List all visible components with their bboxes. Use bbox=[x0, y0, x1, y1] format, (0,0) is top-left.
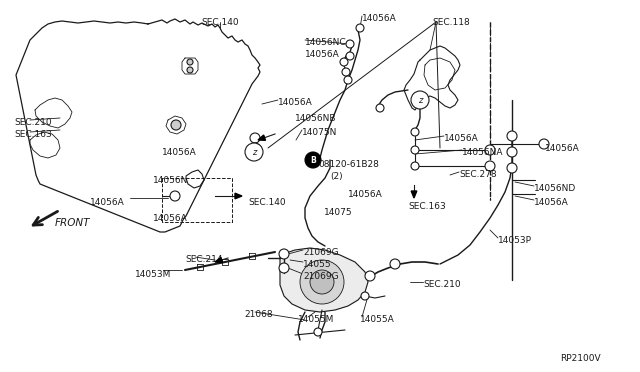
Circle shape bbox=[485, 145, 495, 155]
Circle shape bbox=[310, 270, 334, 294]
Text: 21069G: 21069G bbox=[303, 248, 339, 257]
Circle shape bbox=[171, 120, 181, 130]
Circle shape bbox=[344, 76, 352, 84]
Text: SEC.163: SEC.163 bbox=[14, 130, 52, 139]
Text: 14075: 14075 bbox=[324, 208, 353, 217]
Circle shape bbox=[356, 24, 364, 32]
Polygon shape bbox=[258, 135, 266, 140]
Text: 14056A: 14056A bbox=[278, 98, 313, 107]
Circle shape bbox=[507, 131, 517, 141]
Text: 14056NC: 14056NC bbox=[305, 38, 347, 47]
Text: SEC.118: SEC.118 bbox=[432, 18, 470, 27]
Text: 08120-61B28: 08120-61B28 bbox=[318, 160, 379, 169]
Text: 14056A: 14056A bbox=[305, 50, 340, 59]
Text: 14056NB: 14056NB bbox=[295, 114, 337, 123]
Text: 14053M: 14053M bbox=[135, 270, 172, 279]
Text: z: z bbox=[418, 96, 422, 105]
Text: SEC.214: SEC.214 bbox=[185, 255, 223, 264]
Text: SEC.140: SEC.140 bbox=[201, 18, 239, 27]
Text: z: z bbox=[252, 148, 256, 157]
Circle shape bbox=[507, 163, 517, 173]
Text: SEC.163: SEC.163 bbox=[408, 202, 445, 211]
Circle shape bbox=[250, 143, 260, 153]
Text: 14056A: 14056A bbox=[362, 14, 397, 23]
Circle shape bbox=[411, 146, 419, 154]
Text: 14053P: 14053P bbox=[498, 236, 532, 245]
Circle shape bbox=[314, 328, 322, 336]
Text: 14055A: 14055A bbox=[360, 315, 395, 324]
Text: 21069G: 21069G bbox=[303, 272, 339, 281]
Text: 14055M: 14055M bbox=[298, 315, 334, 324]
Circle shape bbox=[187, 67, 193, 73]
Text: 14055: 14055 bbox=[303, 260, 332, 269]
Circle shape bbox=[411, 128, 419, 136]
Text: 14056A: 14056A bbox=[534, 198, 569, 207]
Circle shape bbox=[170, 191, 180, 201]
Circle shape bbox=[340, 58, 348, 66]
Text: FRONT: FRONT bbox=[55, 218, 90, 228]
Text: 21068: 21068 bbox=[244, 310, 273, 319]
Polygon shape bbox=[411, 191, 417, 198]
Circle shape bbox=[250, 133, 260, 143]
Text: SEC.140: SEC.140 bbox=[248, 198, 285, 207]
Text: 14056A: 14056A bbox=[162, 148, 196, 157]
Circle shape bbox=[390, 259, 400, 269]
Text: SEC.210: SEC.210 bbox=[14, 118, 52, 127]
Text: (2): (2) bbox=[330, 172, 342, 181]
Circle shape bbox=[507, 147, 517, 157]
Circle shape bbox=[279, 263, 289, 273]
Circle shape bbox=[485, 161, 495, 171]
Text: SEC.210: SEC.210 bbox=[423, 280, 461, 289]
Text: RP2100V: RP2100V bbox=[560, 354, 600, 363]
Circle shape bbox=[346, 40, 354, 48]
Circle shape bbox=[245, 143, 263, 161]
Circle shape bbox=[346, 52, 354, 60]
Circle shape bbox=[411, 162, 419, 170]
Circle shape bbox=[411, 91, 429, 109]
Text: 14056N: 14056N bbox=[153, 176, 188, 185]
Circle shape bbox=[187, 59, 193, 65]
Text: SEC.278: SEC.278 bbox=[459, 170, 497, 179]
Circle shape bbox=[361, 292, 369, 300]
Text: 14056A: 14056A bbox=[90, 198, 125, 207]
Circle shape bbox=[300, 260, 344, 304]
Circle shape bbox=[305, 152, 321, 168]
Text: 14056ND: 14056ND bbox=[534, 184, 576, 193]
Circle shape bbox=[539, 139, 549, 149]
Circle shape bbox=[365, 271, 375, 281]
Polygon shape bbox=[235, 193, 242, 199]
Text: 14056A: 14056A bbox=[153, 214, 188, 223]
Text: 14056NA: 14056NA bbox=[462, 148, 504, 157]
Polygon shape bbox=[280, 248, 368, 312]
Text: 14056A: 14056A bbox=[545, 144, 580, 153]
Text: 14056A: 14056A bbox=[348, 190, 383, 199]
Circle shape bbox=[342, 68, 350, 76]
Circle shape bbox=[279, 249, 289, 259]
Text: B: B bbox=[310, 155, 316, 164]
Text: 14075N: 14075N bbox=[302, 128, 337, 137]
Circle shape bbox=[376, 104, 384, 112]
Polygon shape bbox=[215, 257, 223, 263]
Text: 14056A: 14056A bbox=[444, 134, 479, 143]
